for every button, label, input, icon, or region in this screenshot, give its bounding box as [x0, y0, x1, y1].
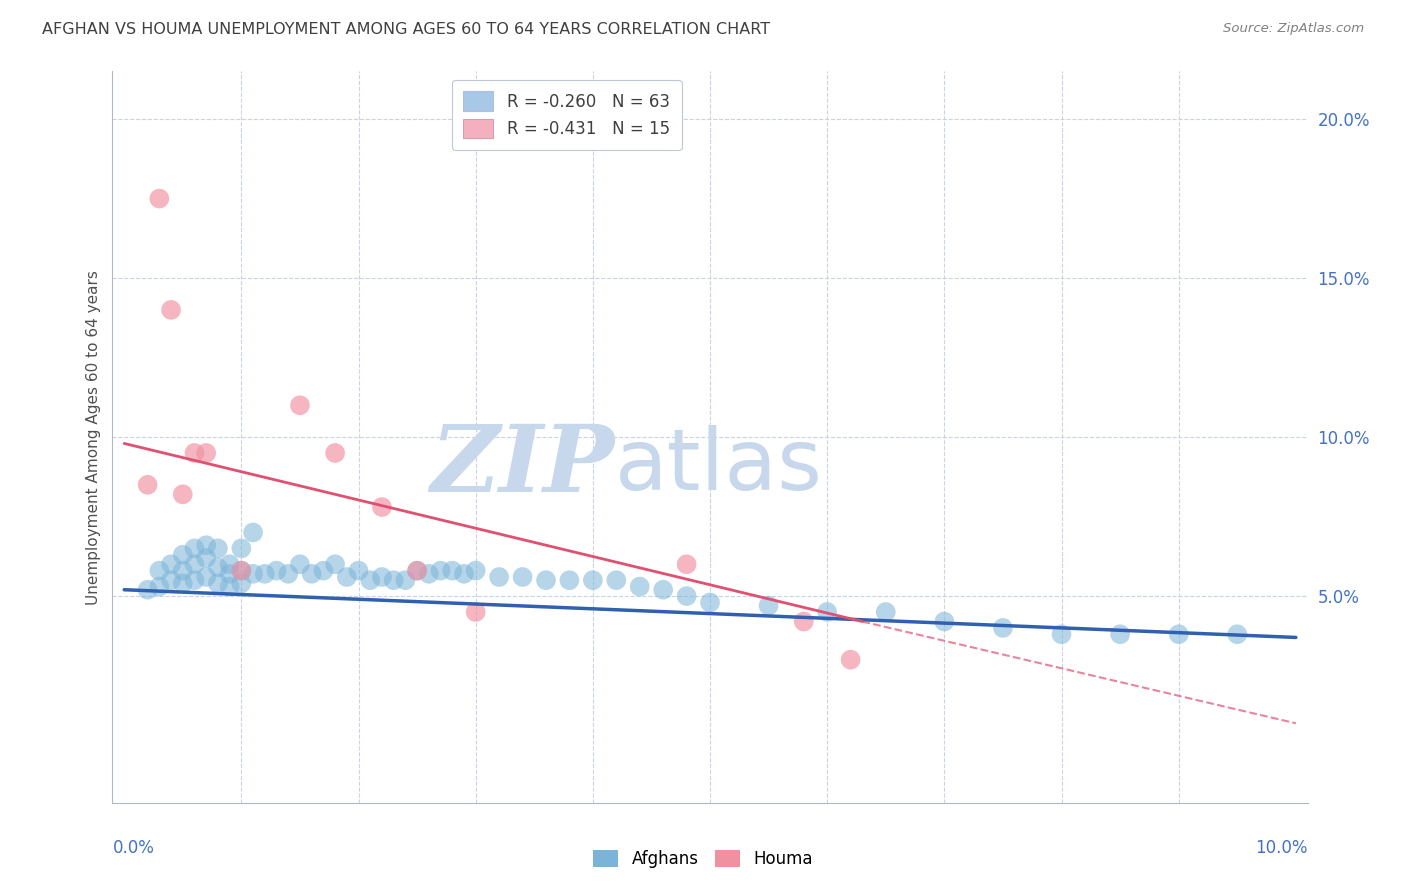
Text: ZIP: ZIP	[430, 421, 614, 511]
Point	[148, 564, 170, 578]
Point	[172, 548, 194, 562]
Point	[464, 605, 486, 619]
Point	[675, 558, 697, 572]
Point	[172, 576, 194, 591]
Point	[136, 477, 159, 491]
Point	[183, 446, 205, 460]
Point	[231, 564, 253, 578]
Point	[172, 487, 194, 501]
Point	[758, 599, 780, 613]
Point	[406, 564, 429, 578]
Point	[277, 566, 299, 581]
Text: AFGHAN VS HOUMA UNEMPLOYMENT AMONG AGES 60 TO 64 YEARS CORRELATION CHART: AFGHAN VS HOUMA UNEMPLOYMENT AMONG AGES …	[42, 22, 770, 37]
Legend: Afghans, Houma: Afghans, Houma	[586, 843, 820, 875]
Point	[323, 446, 346, 460]
Point	[1050, 627, 1073, 641]
Point	[195, 550, 218, 565]
Point	[312, 564, 335, 578]
Point	[512, 570, 534, 584]
Point	[371, 500, 394, 514]
Point	[675, 589, 697, 603]
Point	[288, 398, 311, 412]
Text: atlas: atlas	[614, 425, 823, 508]
Point	[323, 558, 346, 572]
Point	[429, 564, 451, 578]
Point	[148, 580, 170, 594]
Point	[231, 541, 253, 556]
Point	[218, 558, 240, 572]
Point	[934, 615, 956, 629]
Point	[301, 566, 323, 581]
Point	[605, 573, 627, 587]
Point	[875, 605, 897, 619]
Point	[488, 570, 510, 584]
Point	[1226, 627, 1249, 641]
Point	[418, 566, 440, 581]
Point	[1167, 627, 1189, 641]
Point	[172, 564, 194, 578]
Point	[195, 570, 218, 584]
Point	[558, 573, 581, 587]
Point	[195, 446, 218, 460]
Point	[371, 570, 394, 584]
Point	[207, 541, 229, 556]
Point	[359, 573, 381, 587]
Point	[464, 564, 486, 578]
Point	[231, 576, 253, 591]
Point	[793, 615, 815, 629]
Point	[218, 566, 240, 581]
Point	[231, 564, 253, 578]
Y-axis label: Unemployment Among Ages 60 to 64 years: Unemployment Among Ages 60 to 64 years	[86, 269, 101, 605]
Point	[242, 525, 264, 540]
Point	[218, 580, 240, 594]
Point	[406, 564, 429, 578]
Point	[991, 621, 1014, 635]
Point	[815, 605, 838, 619]
Point	[183, 558, 205, 572]
Point	[394, 573, 416, 587]
Point	[183, 541, 205, 556]
Point	[160, 558, 183, 572]
Point	[534, 573, 557, 587]
Point	[160, 573, 183, 587]
Point	[207, 576, 229, 591]
Point	[382, 573, 405, 587]
Text: 0.0%: 0.0%	[112, 839, 155, 857]
Point	[207, 560, 229, 574]
Point	[453, 566, 475, 581]
Text: Source: ZipAtlas.com: Source: ZipAtlas.com	[1223, 22, 1364, 36]
Point	[266, 564, 288, 578]
Point	[148, 192, 170, 206]
Point	[699, 595, 721, 609]
Point	[195, 538, 218, 552]
Point	[628, 580, 651, 594]
Point	[441, 564, 464, 578]
Point	[652, 582, 675, 597]
Point	[242, 566, 264, 581]
Point	[288, 558, 311, 572]
Point	[1109, 627, 1132, 641]
Point	[336, 570, 359, 584]
Point	[839, 653, 862, 667]
Point	[160, 302, 183, 317]
Point	[183, 573, 205, 587]
Point	[253, 566, 276, 581]
Text: 10.0%: 10.0%	[1256, 839, 1308, 857]
Point	[136, 582, 159, 597]
Point	[582, 573, 605, 587]
Point	[347, 564, 370, 578]
Legend: R = -0.260   N = 63, R = -0.431   N = 15: R = -0.260 N = 63, R = -0.431 N = 15	[451, 79, 682, 150]
